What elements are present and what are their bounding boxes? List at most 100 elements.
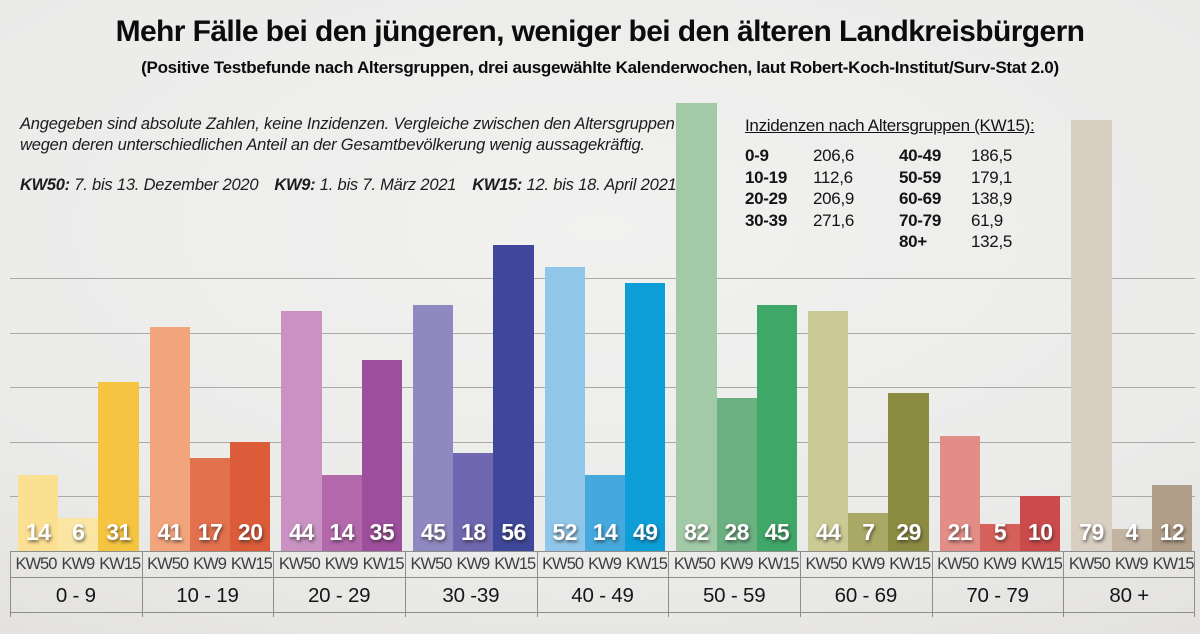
group-divider	[1194, 551, 1195, 617]
series-label-cell: KW50 KW9 KW15	[1063, 552, 1195, 577]
note-line-2: wegen deren unterschiedlichen Anteil an …	[20, 136, 645, 155]
series-label-cell: KW50 KW9 KW15	[800, 552, 932, 577]
bar-value-label: 4	[1125, 519, 1139, 545]
incidence-age-label: 80+	[899, 232, 927, 251]
bar-kw9-60-69	[848, 512, 889, 551]
bar-slot: 41	[149, 95, 190, 551]
age-group-label: 70 - 79	[966, 583, 1029, 607]
bar-slot: 52	[544, 95, 585, 551]
bar-slot: 21	[939, 95, 980, 551]
group-divider	[142, 551, 143, 617]
gridline-20	[10, 441, 1195, 443]
series-label: KW9	[61, 555, 95, 573]
series-label: KW50	[278, 555, 321, 573]
incidence-age-label: 60-69	[899, 189, 941, 208]
bar-kw15-80+	[1151, 485, 1193, 551]
bar-kw9-50-59	[716, 398, 757, 551]
bar-kw15-40-49	[625, 283, 666, 551]
series-label-row: KW50 KW9 KW15 KW50 KW9 KW15 KW50 KW9 KW15 KW50 KW9…	[10, 551, 1195, 578]
bar-kw15-30-39	[493, 245, 534, 551]
series-label: KW15	[1152, 555, 1195, 573]
bar-value-label: 14	[25, 519, 51, 545]
bar-group-10-19: 41 17 20	[142, 95, 274, 551]
page-subtitle: (Positive Testbefunde nach Altersgruppen…	[141, 58, 1059, 77]
incidence-age-label: 20-29	[745, 189, 787, 208]
series-label: KW9	[1114, 555, 1149, 573]
series-label: KW50	[15, 555, 57, 573]
group-divider	[800, 551, 801, 617]
bar-kw9-30-39	[453, 452, 494, 551]
age-group-row: 0 - 9 10 - 19 20 - 29 30 -39 40 - 49 50 - 59 6…	[10, 579, 1195, 613]
series-label: KW50	[805, 555, 848, 573]
legend-kw50-label: KW50:	[20, 176, 70, 194]
bar-slot: 44	[808, 95, 849, 551]
bar-value-label: 29	[896, 519, 921, 545]
bar-value-label: 12	[1159, 519, 1185, 545]
bar-value-label: 79	[1079, 519, 1104, 545]
series-label-cell: KW50 KW9 KW15	[142, 552, 274, 577]
incidence-table: 0-9 206,6 40-49 186,5 10-19 112,6 50-59 179,1 20…	[745, 145, 1034, 253]
series-label: KW15	[99, 555, 141, 573]
bar-kw9-20-29	[321, 474, 362, 551]
bar-value-label: 56	[501, 519, 526, 545]
bar-value-label: 10	[1027, 519, 1053, 545]
age-group-label: 40 - 49	[571, 583, 634, 607]
bar-group-0-9: 14 6 31	[10, 95, 142, 551]
series-label: KW15	[230, 555, 273, 573]
incidence-value: 206,6	[813, 146, 855, 165]
bar-slot: 35	[361, 95, 402, 551]
bar-slot: 20	[230, 95, 271, 551]
group-divider	[932, 551, 933, 617]
gridline-30	[10, 387, 1195, 389]
bar-slot: 12	[1151, 95, 1193, 551]
incidence-age-label: 10-19	[745, 167, 787, 187]
bar-slot: 5	[979, 95, 1021, 551]
series-label-cell: KW50 KW9 KW15	[932, 552, 1064, 577]
bar-slot: 18	[453, 95, 494, 551]
bar-value-label: 41	[157, 519, 183, 545]
group-divider	[1063, 551, 1064, 617]
series-label: KW15	[494, 555, 536, 573]
bar-slot: 45	[756, 95, 798, 551]
note-line-1: Angegeben sind absolute Zahlen, keine In…	[20, 115, 709, 133]
bar-slot: 4	[1111, 95, 1152, 551]
bar-slot: 28	[716, 95, 757, 551]
series-label: KW15	[757, 555, 800, 573]
bar-value-label: 14	[592, 519, 618, 545]
bar-slot: 44	[281, 95, 322, 551]
age-group-label: 60 - 69	[834, 583, 898, 607]
legend-kw15-text: 12. bis 18. April 2021	[526, 176, 677, 194]
incidence-value: 112,6	[813, 167, 853, 187]
age-group-label: 0 - 9	[55, 583, 96, 607]
series-label: KW9	[719, 555, 754, 573]
series-label: KW50	[410, 555, 452, 573]
incidence-heading: Inzidenzen nach Altersgruppen (KW15):	[745, 116, 1035, 135]
incidence-age-label: 50-59	[899, 167, 941, 187]
bar-kw9-0-9	[58, 518, 99, 551]
series-label: KW15	[889, 555, 931, 573]
legend-kw50-text: 7. bis 13. Dezember 2020	[74, 176, 259, 194]
bar-kw15-0-9	[98, 381, 139, 551]
incidence-value: 271,6	[813, 210, 855, 230]
series-label: KW9	[456, 555, 490, 573]
bar-value-label: 5	[993, 519, 1007, 545]
incidence-value: 132,5	[971, 232, 1013, 251]
bar-slot: 82	[676, 95, 717, 551]
bar-kw9-10-19	[189, 458, 231, 551]
bar-kw9-40-49	[584, 474, 626, 551]
series-label: KW15	[625, 555, 668, 573]
series-label-cell: KW50 KW9 KW15	[10, 552, 142, 577]
bar-slot: 49	[625, 95, 666, 551]
bar-group-40-49: 52 14 49	[537, 95, 669, 551]
series-label: KW9	[588, 555, 622, 573]
bar-value-label: 52	[552, 519, 578, 545]
bar-kw15-50-59	[756, 305, 798, 551]
bar-kw50-70-79	[939, 436, 980, 551]
bar-kw50-20-29	[281, 310, 322, 551]
bar-value-label: 6	[72, 519, 85, 545]
bar-value-label: 18	[461, 519, 486, 545]
incidence-value: 179,1	[971, 167, 1013, 187]
plot-area: 14 6 31 41 17 20 44 14 35 45 18 56 52 14 49 82 28 45 44 7 29…	[10, 95, 1195, 551]
group-divider	[405, 551, 406, 617]
